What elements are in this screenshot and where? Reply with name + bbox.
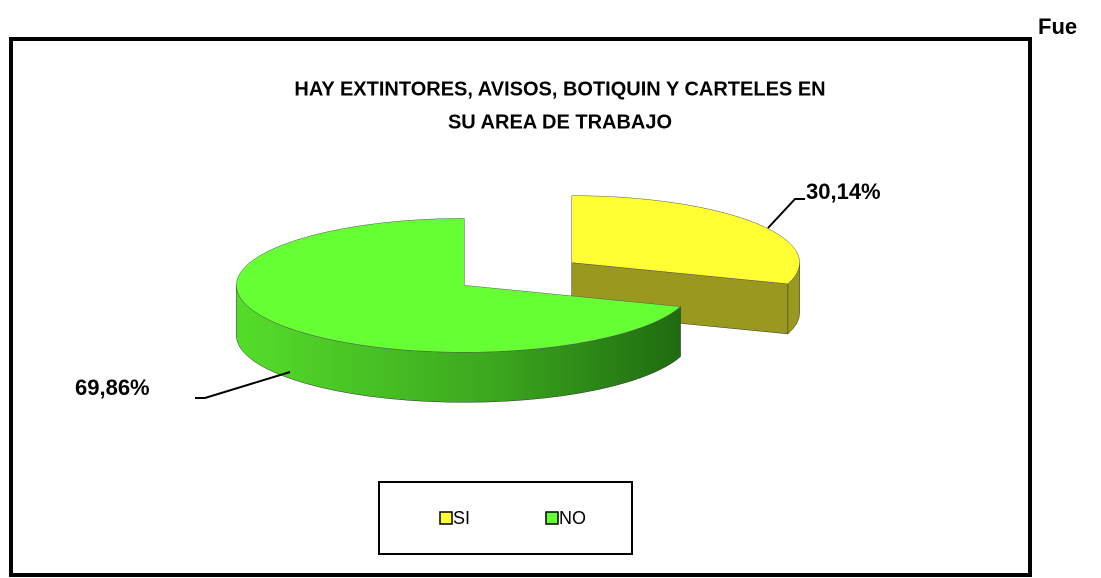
data-label: 69,86%: [75, 375, 150, 400]
legend-label: SI: [453, 508, 470, 528]
legend-label: NO: [559, 508, 586, 528]
chart-title: SU AREA DE TRABAJO: [448, 111, 672, 133]
slice: [236, 218, 682, 353]
leader-line: [767, 198, 805, 229]
legend: [378, 481, 633, 555]
corner-text: Fue: [1038, 14, 1077, 39]
chart-title: HAY EXTINTORES, AVISOS, BOTIQUIN Y CARTE…: [294, 78, 825, 100]
legend-items: SI NO: [439, 508, 586, 528]
pie: [236, 195, 800, 403]
legend-swatch: [545, 511, 559, 525]
leader-line: [195, 371, 291, 399]
legend-swatch: [439, 511, 453, 525]
slice: [571, 195, 800, 285]
chart-frame: [9, 37, 1032, 577]
data-label: 30,14%: [806, 179, 881, 204]
